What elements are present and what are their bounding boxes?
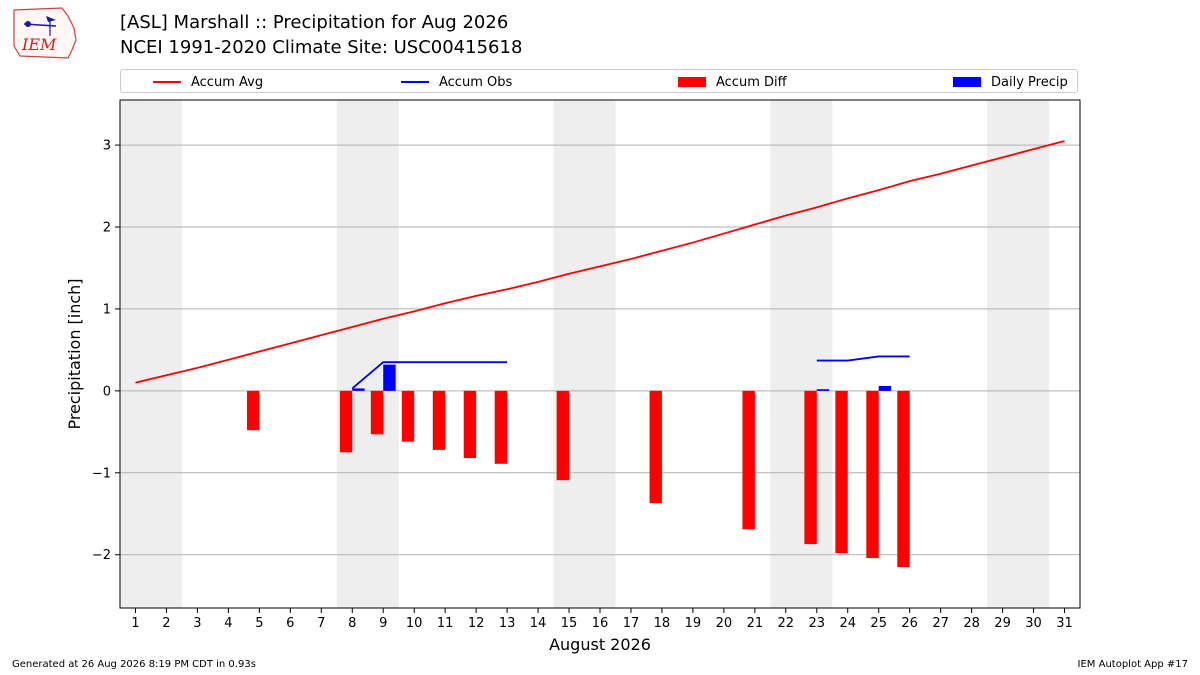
daily-precip-bar-23 (816, 389, 830, 391)
legend-accum-obs-label: Accum Obs (439, 74, 513, 90)
xtick-label-31: 31 (1056, 616, 1073, 631)
accum-diff-bar-26 (897, 390, 910, 568)
accum-diff-bar-21 (742, 390, 755, 530)
legend-accum-diff: Accum Diff (678, 70, 787, 94)
xtick-label-18: 18 (654, 616, 671, 631)
chart-subtitle: NCEI 1991-2020 Climate Site: USC00415618 (120, 37, 523, 58)
xtick-label-1: 1 (131, 616, 139, 631)
x-axis-label: August 2026 (549, 635, 651, 654)
xtick-label-16: 16 (592, 616, 609, 631)
legend-accum-obs: Accum Obs (401, 70, 512, 94)
xtick-label-13: 13 (499, 616, 516, 631)
accum-diff-bar-15 (556, 390, 570, 481)
ytick-label-0: 0 (103, 384, 111, 399)
legend-accum-obs-swatch (401, 81, 429, 83)
xtick-label-5: 5 (255, 616, 263, 631)
xtick-label-21: 21 (747, 616, 764, 631)
xtick-label-26: 26 (901, 616, 918, 631)
legend-accum-diff-swatch (678, 77, 706, 87)
weekend-band-1 (336, 100, 399, 608)
accum-diff-bar-25 (866, 390, 879, 559)
accum-diff-bar-9 (370, 390, 384, 435)
accum-diff-bar-24 (835, 390, 848, 554)
xtick-label-9: 9 (379, 616, 387, 631)
xtick-label-23: 23 (809, 616, 826, 631)
xtick-label-6: 6 (286, 616, 294, 631)
weekend-band-3 (770, 100, 833, 608)
ytick-label--1: −1 (92, 466, 111, 481)
accum-diff-bar-13 (494, 390, 508, 464)
ytick-label-1: 1 (103, 302, 111, 317)
legend-accum-avg-label: Accum Avg (191, 74, 264, 90)
iem-logo: IEM (13, 7, 77, 59)
legend: Accum Avg Accum Obs Accum Diff Daily Pre… (120, 69, 1078, 93)
xtick-label-15: 15 (561, 616, 578, 631)
accum-avg-line (135, 140, 1065, 384)
xtick-label-30: 30 (1025, 616, 1042, 631)
daily-precip-bar-8 (352, 388, 365, 391)
chart-title: [ASL] Marshall :: Precipitation for Aug … (120, 12, 509, 33)
accum-diff-bar-18 (649, 390, 662, 504)
xtick-label-3: 3 (193, 616, 201, 631)
legend-accum-diff-label: Accum Diff (716, 74, 787, 90)
weekend-band-2 (553, 100, 616, 608)
xtick-label-22: 22 (778, 616, 795, 631)
legend-accum-avg: Accum Avg (153, 70, 263, 94)
ytick-label--2: −2 (92, 548, 111, 563)
accum-diff-bar-23 (804, 390, 817, 545)
ytick-label-2: 2 (103, 221, 111, 236)
logo-text: IEM (21, 35, 57, 54)
xtick-label-24: 24 (839, 616, 856, 631)
xtick-label-14: 14 (530, 616, 547, 631)
xtick-label-10: 10 (406, 616, 423, 631)
accum-diff-bar-8 (339, 390, 353, 453)
app-footer: IEM Autoplot App #17 (1077, 659, 1188, 670)
daily-precip-bar-25 (878, 385, 892, 391)
xtick-label-4: 4 (224, 616, 232, 631)
legend-accum-avg-swatch (153, 81, 181, 83)
xtick-label-19: 19 (685, 616, 702, 631)
accum-diff-bar-12 (463, 390, 477, 459)
xtick-label-12: 12 (468, 616, 485, 631)
xtick-label-27: 27 (932, 616, 949, 631)
plot-frame (119, 99, 1081, 609)
accum-diff-bar-11 (432, 390, 446, 450)
accum-diff-bar-10 (401, 390, 415, 442)
legend-daily-precip: Daily Precip (953, 70, 1068, 94)
xtick-label-25: 25 (870, 616, 887, 631)
weekend-band-0 (120, 100, 182, 608)
accum-diff-bar-5 (246, 390, 260, 431)
xtick-label-29: 29 (994, 616, 1011, 631)
xtick-label-28: 28 (963, 616, 980, 631)
daily-precip-bar-9 (383, 364, 396, 391)
generated-footer: Generated at 26 Aug 2026 8:19 PM CDT in … (12, 659, 256, 670)
xtick-label-17: 17 (623, 616, 640, 631)
legend-daily-precip-swatch (953, 77, 981, 87)
y-axis-label: Precipitation [inch] (65, 278, 84, 429)
xtick-label-20: 20 (716, 616, 733, 631)
xtick-label-7: 7 (317, 616, 325, 631)
weekend-band-4 (987, 100, 1050, 608)
xtick-label-2: 2 (162, 616, 170, 631)
accum-obs-line-0 (351, 361, 508, 390)
ytick-label-3: 3 (103, 139, 111, 154)
xtick-label-11: 11 (437, 616, 454, 631)
accum-obs-line-1 (816, 355, 910, 362)
legend-daily-precip-label: Daily Precip (991, 74, 1068, 90)
xtick-label-8: 8 (348, 616, 356, 631)
